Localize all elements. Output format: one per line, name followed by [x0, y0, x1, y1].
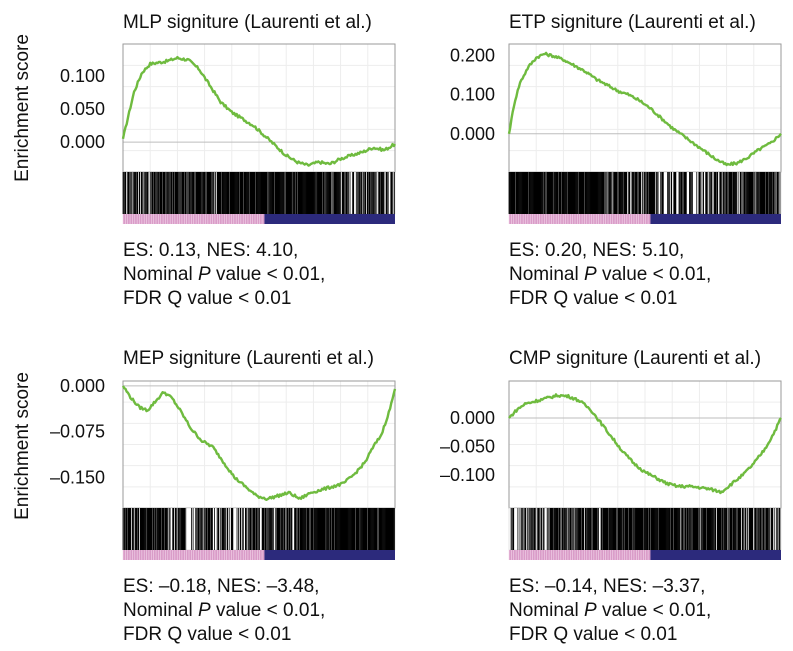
rank-negative-strip [264, 550, 395, 560]
stat-line: FDR Q value < 0.01 [509, 288, 677, 309]
y-tick-label: 0.100 [450, 85, 495, 105]
y-axis-label: Enrichment score [12, 34, 33, 182]
enrichment-curve [121, 385, 397, 501]
rank-negative-strip [650, 550, 781, 560]
stat-line: ES: –0.18, NES: –3.48, [123, 576, 319, 597]
y-tick-label: 0.000 [60, 132, 105, 152]
stat-line: FDR Q value < 0.01 [123, 624, 291, 645]
stat-line: FDR Q value < 0.01 [123, 288, 291, 309]
gsea-panel-1: 0.100 0.050 0.000 MLP signiture (Laurenti e… [60, 12, 397, 309]
stat-line: Nominal P value < 0.01, [509, 600, 711, 621]
gsea-panel-4: 0.000 –0.050 –0.100 CMP signiture (Laurenti… [440, 348, 782, 645]
enrichment-curve [121, 55, 397, 167]
hit-barcode [122, 171, 396, 215]
stat-line: Nominal P value < 0.01, [123, 600, 325, 621]
gsea-panel-3: 0.000 –0.075 –0.150 MEP signiture (Laurenti… [50, 348, 397, 645]
y-tick-label: –0.100 [440, 465, 495, 485]
y-tick-label: 0.050 [60, 99, 105, 119]
hit-barcode [122, 507, 396, 551]
stat-line: ES: 0.13, NES: 4.10, [123, 240, 298, 261]
panel-title: MEP signiture (Laurenti et al.) [123, 348, 374, 369]
rank-negative-strip [264, 214, 395, 224]
hit-barcode [508, 507, 782, 551]
y-tick-label: –0.050 [440, 436, 495, 456]
hit-barcode [508, 171, 782, 215]
y-tick-label: 0.100 [60, 66, 105, 86]
stat-line: ES: 0.20, NES: 5.10, [509, 240, 684, 261]
panel-title: CMP signiture (Laurenti et al.) [509, 348, 761, 369]
stat-line: Nominal P value < 0.01, [509, 264, 711, 285]
y-tick-label: –0.150 [50, 467, 105, 487]
stat-line: Nominal P value < 0.01, [123, 264, 325, 285]
enrichment-curve [507, 51, 782, 167]
y-tick-label: 0.000 [450, 408, 495, 428]
y-tick-label: 0.000 [60, 376, 105, 396]
stat-line: FDR Q value < 0.01 [509, 624, 677, 645]
y-tick-label: 0.200 [450, 46, 495, 66]
gsea-panel-2: 0.200 0.100 0.000 ETP signiture (Laurenti e… [450, 12, 782, 309]
stat-line: ES: –0.14, NES: –3.37, [509, 576, 705, 597]
enrichment-curve [508, 393, 782, 495]
y-tick-label: –0.075 [50, 422, 105, 442]
panel-title: MLP signiture (Laurenti et al.) [123, 12, 372, 33]
y-tick-label: 0.000 [450, 124, 495, 144]
rank-negative-strip [650, 214, 781, 224]
y-axis-label: Enrichment score [12, 372, 33, 520]
panel-title: ETP signiture (Laurenti et al.) [509, 12, 756, 33]
